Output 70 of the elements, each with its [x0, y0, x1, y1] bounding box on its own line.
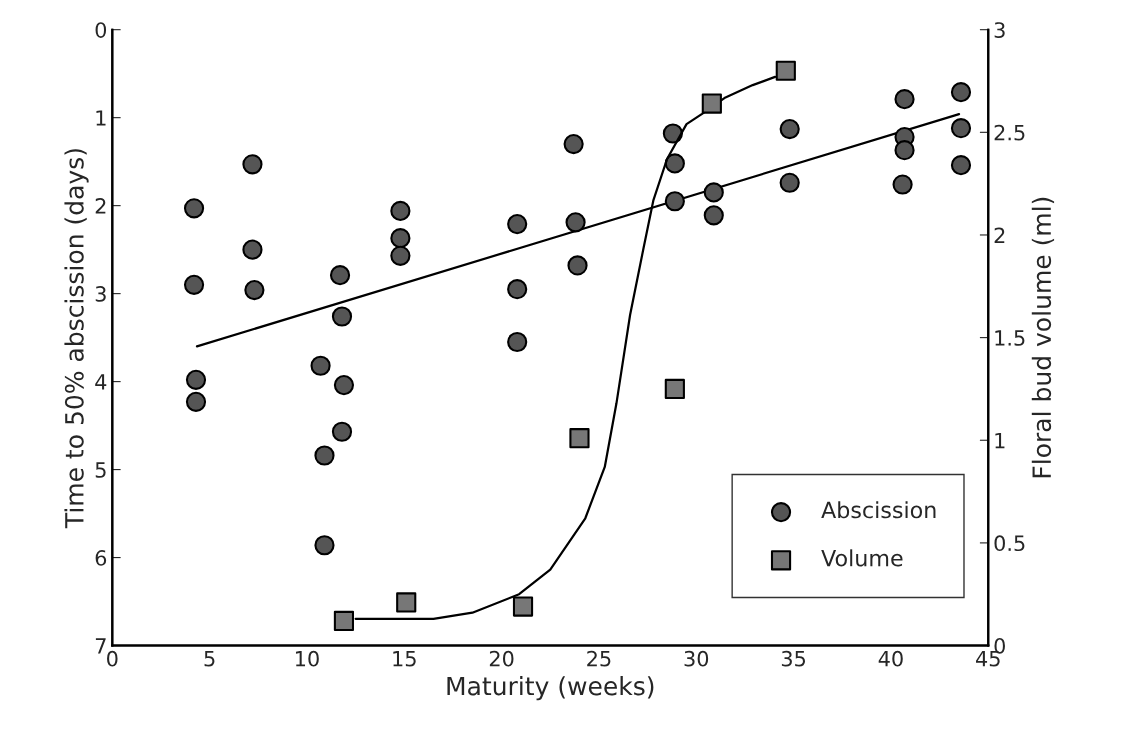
point: [664, 191, 685, 212]
point: [775, 60, 796, 81]
point: [390, 200, 411, 222]
y2-tick-label: 1: [995, 432, 1005, 449]
point: [894, 89, 915, 110]
point: [331, 421, 353, 442]
x-tick-label: 0: [107, 650, 118, 667]
point: [703, 182, 724, 203]
y-tick-label: 4: [95, 374, 107, 390]
point: [950, 155, 972, 176]
point: [664, 378, 685, 400]
point: [331, 306, 353, 327]
point: [183, 198, 205, 219]
y-tick-label: 0: [95, 22, 107, 38]
point: [950, 118, 972, 139]
x-tick-label: 15: [393, 651, 416, 667]
x-tick-label: 20: [489, 650, 514, 667]
y-tick-label: 2: [95, 198, 106, 214]
legend-label: Volume: [821, 549, 903, 567]
y-tick-label: 6: [95, 550, 107, 566]
x-tick-label: 5: [204, 651, 215, 667]
point: [183, 274, 205, 295]
point: [185, 391, 207, 412]
point: [664, 153, 685, 174]
point: [314, 445, 335, 466]
point: [894, 140, 915, 161]
point: [333, 610, 355, 631]
point: [314, 535, 335, 556]
y2-tick-label: 2.5: [994, 124, 1025, 141]
point: [779, 119, 800, 140]
x-tick-label: 30: [684, 650, 709, 667]
x-tick-label: 10: [295, 650, 319, 667]
point: [950, 82, 972, 103]
y2-tick-label: 1.5: [995, 330, 1025, 346]
y2-tick-label: 0.5: [994, 535, 1025, 552]
x-tick-label: 35: [781, 650, 806, 667]
point: [507, 331, 528, 353]
y-tick-label: 7: [95, 638, 106, 654]
point: [779, 172, 800, 193]
x-axis-title: Maturity (weeks): [447, 676, 654, 701]
x-tick-label: 40: [878, 650, 903, 667]
point: [310, 355, 331, 376]
y-tick-label: 5: [95, 462, 106, 478]
legend-label: Abscission: [821, 501, 936, 519]
y2-tick-label: 2: [994, 227, 1005, 243]
point: [396, 592, 417, 613]
y2-tick-label: 3: [994, 22, 1005, 38]
y-tick-label: 1: [96, 110, 106, 126]
x-tick-label: 25: [587, 650, 611, 667]
point: [244, 280, 265, 301]
point: [567, 255, 588, 276]
point: [329, 265, 351, 286]
point: [703, 205, 724, 226]
y-axis-title: Time to 50% abscission (days): [64, 149, 89, 529]
point: [185, 369, 207, 390]
point: [512, 596, 534, 617]
y-tick-label: 3: [95, 286, 106, 302]
point: [563, 133, 584, 155]
point: [701, 93, 722, 114]
point: [507, 214, 528, 235]
y2-axis-title: Floral bud volume (ml): [1031, 197, 1055, 478]
point: [569, 428, 590, 449]
point: [892, 174, 913, 195]
point: [242, 154, 263, 175]
point: [507, 279, 528, 300]
point: [333, 375, 355, 396]
point: [390, 228, 411, 249]
point: [565, 212, 586, 233]
point: [242, 239, 263, 260]
point: [390, 245, 411, 266]
